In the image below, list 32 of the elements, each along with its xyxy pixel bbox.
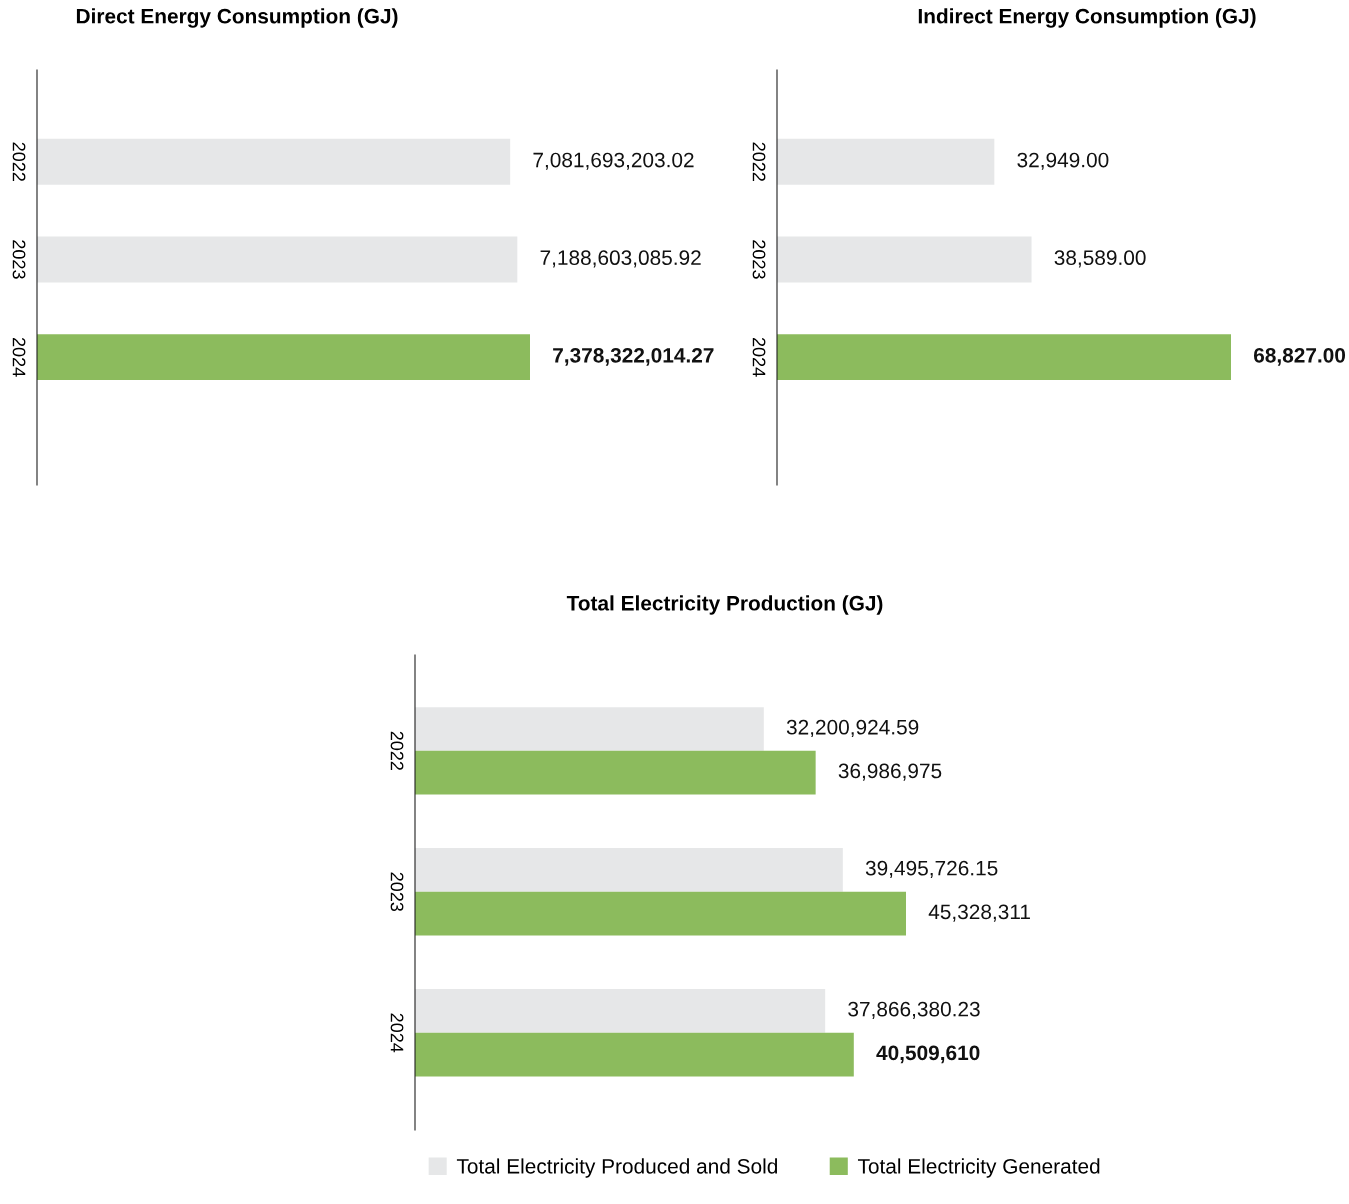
data-label: 68,827.00 — [1253, 347, 1346, 366]
y-tick-label: 2022 — [12, 142, 26, 181]
y-tick-label: 2024 — [12, 337, 26, 377]
bar — [415, 1032, 854, 1077]
y-tick-label: 2023 — [752, 240, 766, 279]
y-tick-label: 2023 — [12, 240, 26, 279]
data-label: 32,200,924.59 — [786, 719, 919, 738]
y-tick-label: 2024 — [390, 1013, 404, 1053]
data-label: 40,509,610 — [876, 1045, 980, 1064]
bar — [415, 707, 764, 751]
data-label: 32,949.00 — [1017, 152, 1109, 170]
chart-title: Indirect Energy Consumption (GJ) — [918, 8, 1256, 28]
chart-title: Direct Energy Consumption (GJ) — [76, 8, 398, 28]
data-label: 7,081,693,203.02 — [533, 152, 694, 170]
bar — [415, 989, 826, 1033]
data-label: 36,986,975 — [838, 763, 942, 781]
bar — [415, 848, 843, 892]
y-tick-label: 2022 — [752, 142, 766, 181]
legend-label: Total Electricity Generated — [857, 1158, 1100, 1178]
y-tick-label: 2024 — [752, 337, 766, 377]
data-label: 7,378,322,014.27 — [553, 347, 714, 366]
bar — [415, 750, 816, 795]
y-tick-label: 2022 — [390, 731, 404, 771]
data-label: 39,495,726.15 — [865, 860, 998, 878]
bar — [415, 891, 906, 936]
chart-title: Total Electricity Production (GJ) — [566, 595, 883, 615]
y-tick-label: 2023 — [390, 872, 404, 912]
data-label: 38,589.00 — [1054, 250, 1146, 268]
data-label: 37,866,380.23 — [848, 1001, 980, 1019]
data-label: 45,328,311 — [928, 904, 1030, 922]
legend-label: Total Electricity Produced and Sold — [456, 1158, 778, 1178]
data-label: 7,188,603,085.92 — [540, 250, 701, 268]
